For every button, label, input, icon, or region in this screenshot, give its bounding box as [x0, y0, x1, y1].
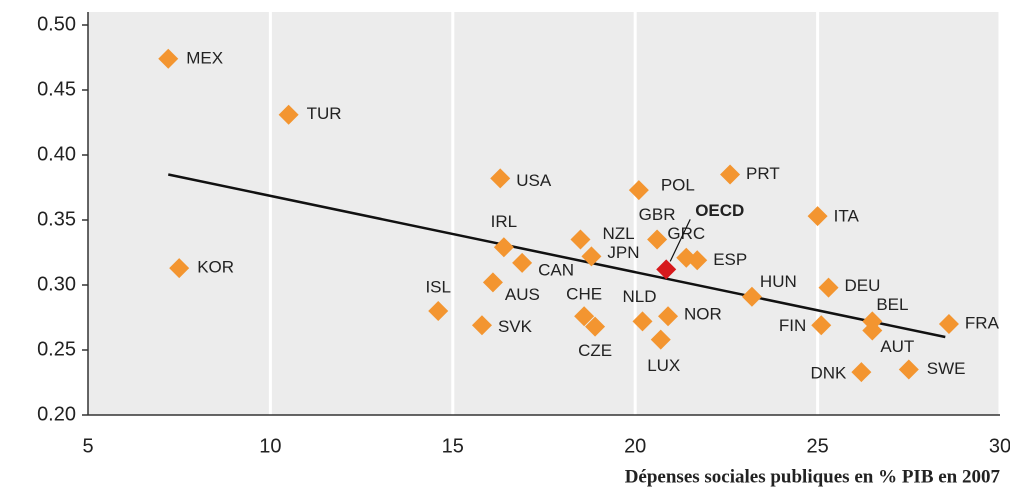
x-tick-label: 15 [442, 435, 464, 457]
point-label: ISL [425, 277, 451, 296]
point-label: CHE [566, 285, 602, 304]
x-tick-label: 10 [259, 435, 281, 457]
point [818, 277, 839, 298]
point-label: ITA [834, 207, 860, 226]
point [862, 320, 883, 341]
point-label: GBR [639, 205, 676, 224]
point-label: PRT [746, 164, 780, 183]
point [938, 314, 959, 334]
y-tick-label: 0.25 [37, 338, 76, 360]
point-label: CZE [578, 341, 612, 360]
point-label: POL [661, 176, 695, 195]
point-label: SWE [927, 359, 966, 378]
point-label: NOR [684, 305, 722, 324]
point [898, 359, 919, 380]
point-label: KOR [197, 258, 234, 277]
point [512, 252, 533, 273]
point-label: FRA [965, 313, 1000, 332]
x-tick-label: 5 [82, 435, 93, 457]
point-label: NLD [622, 287, 656, 306]
point [811, 315, 832, 336]
trend-line [168, 173, 946, 339]
point [647, 229, 668, 250]
point-label: SVK [498, 317, 533, 336]
x-tick-label: 25 [806, 435, 828, 457]
y-tick-label: 0.30 [37, 273, 76, 295]
point-label: JPN [607, 243, 639, 262]
point [656, 259, 677, 280]
point-label: MEX [186, 48, 223, 67]
point [482, 272, 503, 293]
point-label: USA [516, 171, 552, 190]
point [278, 104, 299, 125]
point-label: GRC [667, 224, 705, 243]
point-label: DNK [810, 364, 847, 383]
point-label: ESP [713, 250, 747, 269]
x-tick-label: 30 [989, 435, 1010, 457]
point-label: TUR [307, 104, 342, 123]
point [471, 315, 492, 336]
point [428, 301, 449, 321]
point-label: OECD [695, 201, 744, 220]
point-label: AUT [880, 337, 914, 356]
x-tick-label: 20 [624, 435, 646, 457]
point [490, 168, 511, 189]
point [720, 164, 741, 185]
point [632, 311, 653, 332]
y-tick-label: 0.45 [37, 78, 76, 100]
point [585, 316, 606, 337]
point [650, 329, 671, 350]
x-axis-label: Dépenses sociales publiques en % PIB en … [625, 466, 1001, 487]
point-label: DEU [845, 276, 881, 295]
point [493, 237, 514, 258]
point-label: IRL [491, 212, 517, 231]
point [581, 246, 602, 267]
point-label: HUN [760, 272, 797, 291]
point [158, 48, 179, 69]
point-label: NZL [602, 224, 634, 243]
point [169, 258, 190, 279]
y-tick-label: 0.20 [37, 403, 76, 425]
point [570, 229, 591, 250]
y-tick-label: 0.50 [37, 13, 76, 35]
point [741, 286, 762, 307]
plot-background [88, 12, 1000, 415]
y-tick-label: 0.40 [37, 143, 76, 165]
leader-line [669, 219, 691, 262]
point-label: LUX [647, 356, 680, 375]
point [851, 362, 872, 383]
y-tick-label: 0.35 [37, 208, 76, 230]
point-label: FIN [779, 316, 806, 335]
point [687, 250, 708, 271]
point [628, 180, 649, 201]
point [658, 306, 679, 327]
point-label: BEL [876, 295, 908, 314]
point-label: AUS [505, 285, 540, 304]
point [807, 206, 828, 227]
point-label: CAN [538, 260, 574, 279]
point [574, 306, 595, 327]
